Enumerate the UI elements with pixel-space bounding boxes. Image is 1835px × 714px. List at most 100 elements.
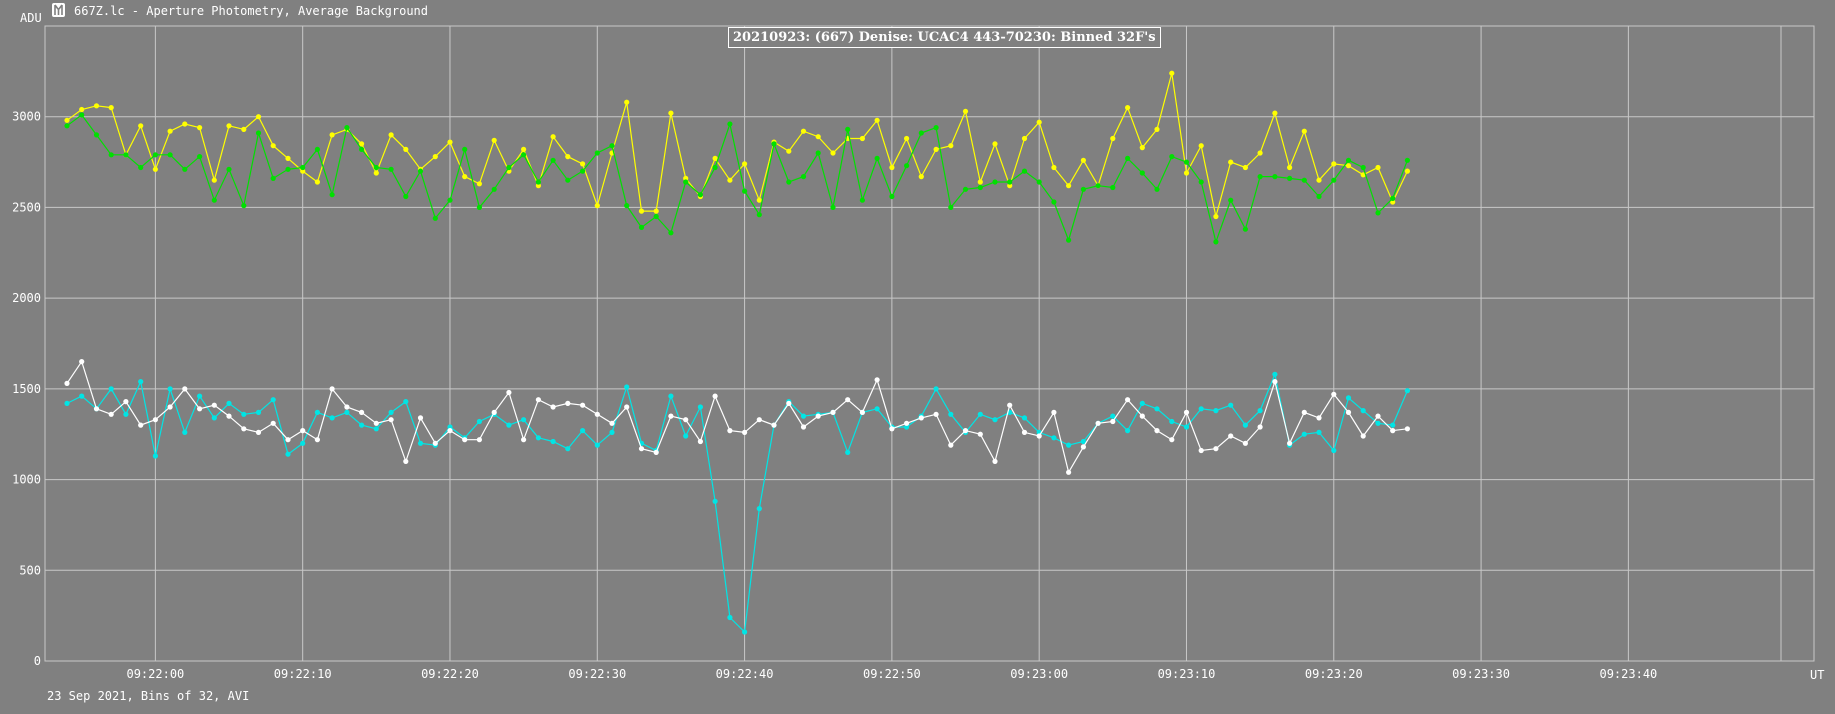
- data-point-white: [1095, 420, 1101, 426]
- data-point-yellow: [182, 121, 188, 127]
- data-point-green: [1272, 174, 1278, 180]
- data-point-cyan: [1345, 395, 1352, 401]
- data-point-yellow: [211, 177, 217, 183]
- data-point-green: [359, 146, 365, 152]
- data-point-white: [565, 400, 571, 406]
- data-point-cyan: [668, 393, 674, 399]
- data-point-white: [1066, 469, 1072, 475]
- data-point-cyan: [1375, 420, 1381, 426]
- data-point-white: [64, 380, 70, 386]
- data-point-green: [874, 155, 880, 161]
- data-point-yellow: [580, 161, 586, 167]
- data-point-green: [1404, 157, 1410, 163]
- data-point-white: [594, 411, 600, 417]
- data-point-green: [727, 121, 733, 127]
- data-point-yellow: [152, 166, 158, 172]
- data-point-green: [197, 154, 203, 160]
- data-point-white: [300, 428, 306, 434]
- data-point-white: [653, 449, 659, 455]
- data-point-cyan: [727, 614, 733, 621]
- data-point-cyan: [152, 453, 158, 459]
- data-point-green: [314, 146, 320, 152]
- data-point-green: [344, 125, 350, 131]
- data-point-cyan: [300, 440, 306, 446]
- data-point-green: [1007, 179, 1013, 185]
- y-tick-label: 2000: [12, 291, 41, 305]
- data-point-green: [432, 215, 438, 221]
- data-point-green: [830, 204, 836, 210]
- data-point-green: [977, 184, 983, 191]
- data-point-cyan: [476, 418, 482, 425]
- data-point-green: [786, 179, 792, 185]
- data-point-cyan: [535, 435, 542, 441]
- data-point-yellow: [962, 108, 969, 114]
- data-point-white: [388, 417, 394, 423]
- data-point-green: [447, 197, 453, 203]
- x-tick-label: 09:22:10: [274, 667, 332, 681]
- x-tick-label: 09:23:40: [1599, 667, 1657, 681]
- data-point-yellow: [1154, 126, 1160, 132]
- data-point-yellow: [668, 110, 674, 116]
- data-point-yellow: [1375, 164, 1381, 171]
- data-point-white: [1272, 379, 1278, 385]
- data-point-white: [933, 411, 939, 417]
- data-point-green: [756, 212, 762, 218]
- data-point-white: [1404, 426, 1410, 432]
- plot-area: [44, 25, 1815, 662]
- data-point-yellow: [226, 123, 232, 129]
- data-point-green: [742, 188, 748, 194]
- data-point-green: [1257, 174, 1263, 180]
- data-point-white: [506, 389, 512, 396]
- data-point-yellow: [270, 143, 276, 149]
- data-point-cyan: [226, 400, 232, 406]
- data-point-yellow: [329, 132, 335, 138]
- data-point-cyan: [79, 393, 85, 399]
- data-point-green: [933, 125, 939, 131]
- data-point-cyan: [1051, 435, 1057, 441]
- data-point-yellow: [167, 128, 173, 134]
- data-point-yellow: [653, 208, 659, 214]
- data-point-white: [1183, 409, 1190, 415]
- data-point-yellow: [521, 146, 527, 152]
- data-point-yellow: [565, 154, 571, 160]
- data-point-green: [668, 230, 674, 236]
- data-point-cyan: [138, 379, 144, 385]
- data-point-green: [1198, 179, 1204, 185]
- data-point-cyan: [624, 384, 630, 390]
- data-point-white: [491, 409, 497, 415]
- data-point-yellow: [1007, 183, 1013, 189]
- data-point-white: [285, 437, 291, 443]
- data-point-green: [241, 203, 247, 209]
- data-point-cyan: [1169, 418, 1175, 425]
- data-point-cyan: [329, 415, 335, 421]
- app-icon[interactable]: [52, 3, 65, 17]
- data-point-cyan: [373, 426, 379, 432]
- data-point-white: [521, 437, 527, 443]
- data-point-yellow: [64, 117, 70, 123]
- data-point-white: [1036, 433, 1042, 439]
- data-point-white: [270, 420, 276, 426]
- data-point-white: [359, 409, 365, 415]
- data-point-cyan: [123, 411, 129, 417]
- data-point-white: [1331, 391, 1337, 397]
- data-point-white: [432, 440, 438, 446]
- data-point-yellow: [93, 103, 100, 109]
- data-point-yellow: [727, 177, 733, 183]
- data-point-green: [594, 150, 600, 156]
- data-point-yellow: [373, 170, 379, 176]
- data-point-cyan: [933, 386, 939, 392]
- data-point-green: [521, 152, 527, 158]
- data-point-cyan: [388, 409, 394, 415]
- x-tick-label: 09:23:10: [1158, 667, 1216, 681]
- data-point-yellow: [1301, 128, 1307, 134]
- y-tick-label: 500: [19, 563, 41, 577]
- data-point-white: [226, 413, 232, 419]
- data-point-yellow: [79, 106, 85, 113]
- data-point-white: [771, 422, 777, 428]
- data-point-green: [1021, 168, 1028, 174]
- data-point-white: [977, 431, 983, 437]
- data-point-cyan: [904, 424, 910, 430]
- data-point-green: [565, 177, 571, 183]
- data-point-cyan: [550, 438, 556, 445]
